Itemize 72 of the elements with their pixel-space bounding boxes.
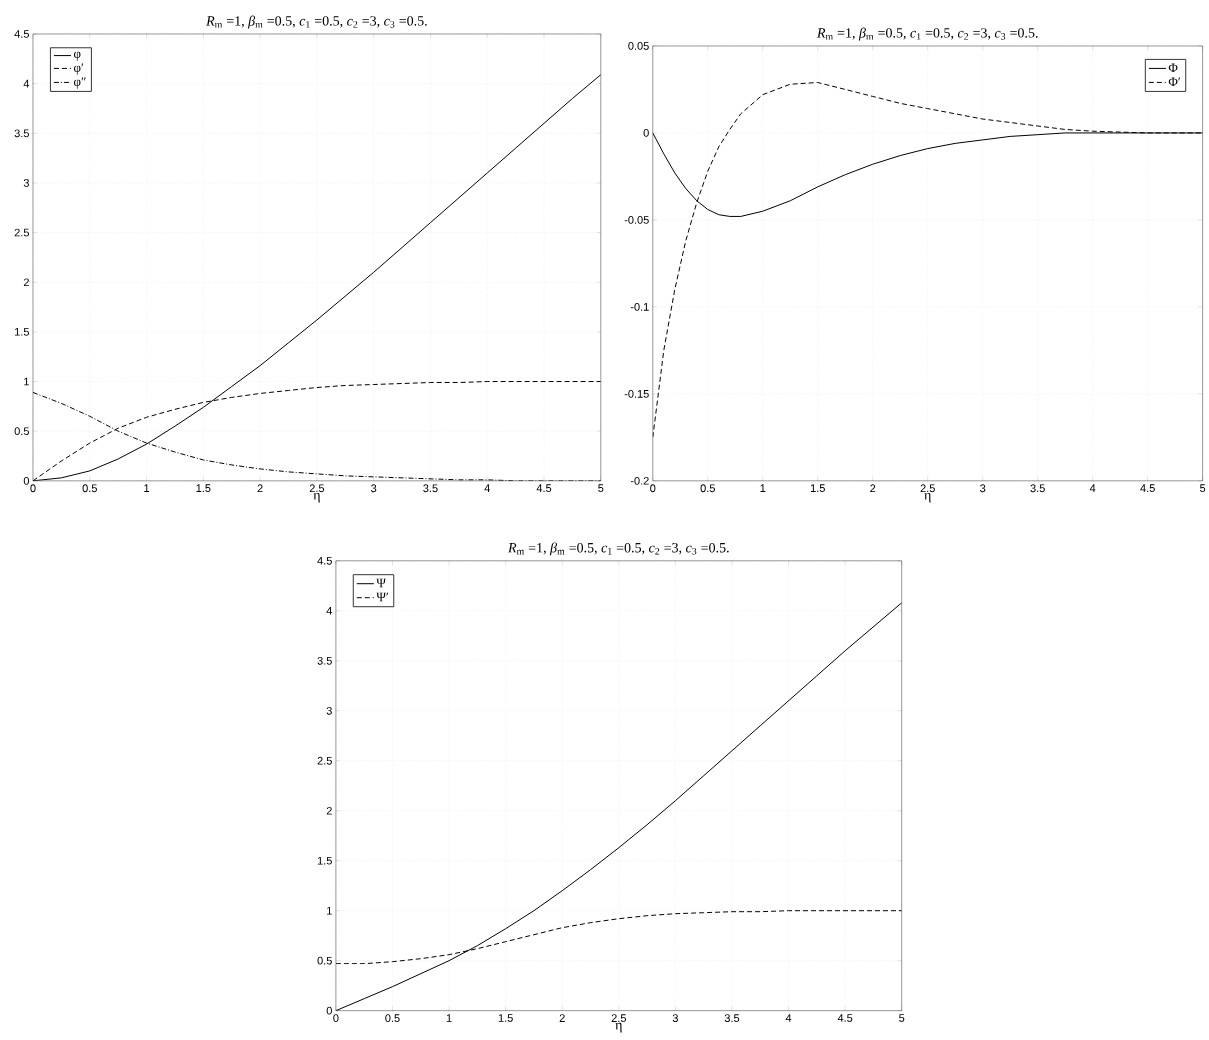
legend-label: φ″	[73, 77, 86, 89]
legend-label: Ψ′	[376, 592, 389, 602]
x-tick-label: 0	[333, 1014, 339, 1023]
x-tick-label: 1.5	[196, 484, 211, 493]
x-tick-label: 1.5	[810, 484, 825, 493]
y-tick-label: 0.5	[317, 956, 332, 965]
y-tick-label: 3.5	[317, 657, 332, 665]
y-tick-label: -0.1	[630, 303, 649, 311]
x-tick-label: 3.5	[423, 484, 438, 493]
y-tick-label: 3	[326, 707, 332, 715]
y-tick-label: 1	[24, 377, 29, 386]
x-tick-label: 0	[650, 484, 656, 493]
legend-label: φ′	[73, 63, 84, 75]
y-tick-label: 0	[326, 1006, 332, 1015]
x-tick-label: 2	[870, 484, 876, 493]
x-tick-label: 0.5	[82, 484, 97, 493]
x-tick-label: 3.5	[1030, 484, 1045, 493]
y-tick-label: 0	[643, 129, 649, 138]
x-tick-label: 3.5	[724, 1014, 740, 1023]
y-tick-label: -0.15	[624, 390, 649, 398]
y-tick-label: 2	[326, 807, 332, 815]
legend-label: φ	[73, 51, 81, 61]
y-tick-label: 3.5	[14, 129, 29, 138]
legend-label: Ψ	[376, 578, 386, 588]
x-tick-label: 3	[672, 1014, 678, 1023]
y-tick-label: 4	[326, 607, 333, 615]
x-tick-label: 4.5	[1140, 484, 1155, 493]
y-tick-label: 2.5	[14, 228, 29, 237]
y-tick-label: 1	[327, 907, 332, 915]
y-tick-label: 0.5	[14, 427, 29, 436]
x-tick-label: 4	[785, 1014, 792, 1022]
x-tick-label: 2.5	[611, 1014, 626, 1023]
y-tick-label: 1.5	[317, 857, 332, 865]
x-axis-title: η	[924, 493, 931, 503]
y-tick-label: 3	[23, 179, 29, 187]
chart-title: R$_{m}$ =1, β$_{m}$ =0.5, c$_{1}$ =0.5, c$_{2}$ =3, c$_{3}$ =0.5.	[206, 15, 427, 29]
x-tick-label: 2.5	[309, 484, 325, 493]
legend-label: Φ	[1168, 63, 1178, 73]
x-tick-label: 4	[1089, 484, 1096, 493]
x-tick-label: 4.5	[536, 484, 552, 493]
x-tick-label: 2.5	[920, 484, 935, 493]
y-tick-label: 2.5	[317, 757, 332, 765]
x-tick-label: 1	[446, 1014, 452, 1022]
x-axis-title: η	[313, 493, 320, 503]
x-tick-label: 5	[899, 1014, 905, 1023]
x-tick-label: 1	[144, 484, 150, 493]
legend-label: Φ′	[1168, 77, 1181, 87]
x-tick-label: 1.5	[498, 1014, 513, 1023]
y-tick-label: 0	[23, 477, 30, 485]
x-tick-label: 1	[760, 484, 766, 493]
x-tick-label: 0.5	[385, 1014, 400, 1023]
x-tick-label: 4.5	[837, 1014, 853, 1023]
x-tick-label: 2	[559, 1014, 565, 1023]
y-tick-label: 2	[23, 278, 29, 287]
x-tick-label: 5	[1200, 484, 1206, 493]
x-tick-label: 5	[598, 484, 604, 493]
y-tick-label: 4	[23, 80, 30, 88]
x-tick-label: 2	[257, 484, 263, 493]
y-tick-label: 4.5	[317, 557, 332, 565]
x-tick-label: 3	[371, 484, 377, 493]
chart-title: R$_{m}$ =1, β$_{m}$ =0.5, c$_{1}$ =0.5, c$_{2}$ =3, c$_{3}$ =0.5.	[816, 27, 1038, 41]
x-tick-label: 0.5	[700, 484, 715, 493]
y-tick-label: 0.05	[628, 42, 649, 51]
y-tick-label: -0.05	[624, 216, 649, 224]
x-axis-title: η	[615, 1023, 622, 1033]
chart-title: R$_{m}$ =1, β$_{m}$ =0.5, c$_{1}$ =0.5, c$_{2}$ =3, c$_{3}$ =0.5.	[507, 542, 729, 556]
x-tick-label: 4	[484, 484, 490, 493]
x-tick-label: 0	[30, 484, 36, 493]
y-tick-label: 4.5	[14, 30, 29, 38]
x-tick-label: 3	[980, 484, 986, 493]
y-tick-label: 1.5	[15, 328, 29, 336]
y-tick-label: -0.2	[630, 477, 649, 485]
